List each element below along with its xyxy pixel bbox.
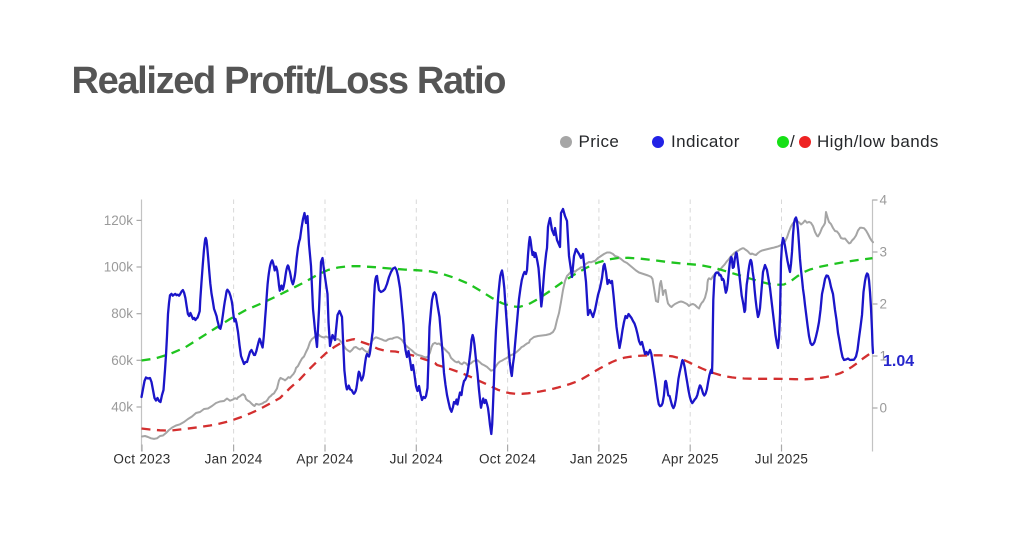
svg-text:0: 0 <box>880 401 888 416</box>
svg-text:Oct 2023: Oct 2023 <box>113 452 170 467</box>
svg-text:Oct 2024: Oct 2024 <box>479 452 536 467</box>
svg-text:80k: 80k <box>111 306 133 321</box>
svg-text:Jul 2024: Jul 2024 <box>390 452 444 467</box>
svg-text:1.04: 1.04 <box>883 353 914 370</box>
svg-text:100k: 100k <box>104 260 134 275</box>
svg-text:Jan 2025: Jan 2025 <box>570 452 628 467</box>
svg-text:1: 1 <box>880 349 888 364</box>
svg-text:2: 2 <box>880 297 888 312</box>
svg-text:Apr 2024: Apr 2024 <box>296 452 353 467</box>
svg-text:Jul 2025: Jul 2025 <box>755 452 808 467</box>
svg-text:4: 4 <box>880 193 888 208</box>
svg-text:Apr 2025: Apr 2025 <box>662 452 719 467</box>
svg-text:120k: 120k <box>104 213 134 228</box>
svg-text:60k: 60k <box>111 353 133 368</box>
svg-text:3: 3 <box>880 245 888 260</box>
svg-text:Jan 2024: Jan 2024 <box>205 452 263 467</box>
svg-text:40k: 40k <box>111 400 133 415</box>
